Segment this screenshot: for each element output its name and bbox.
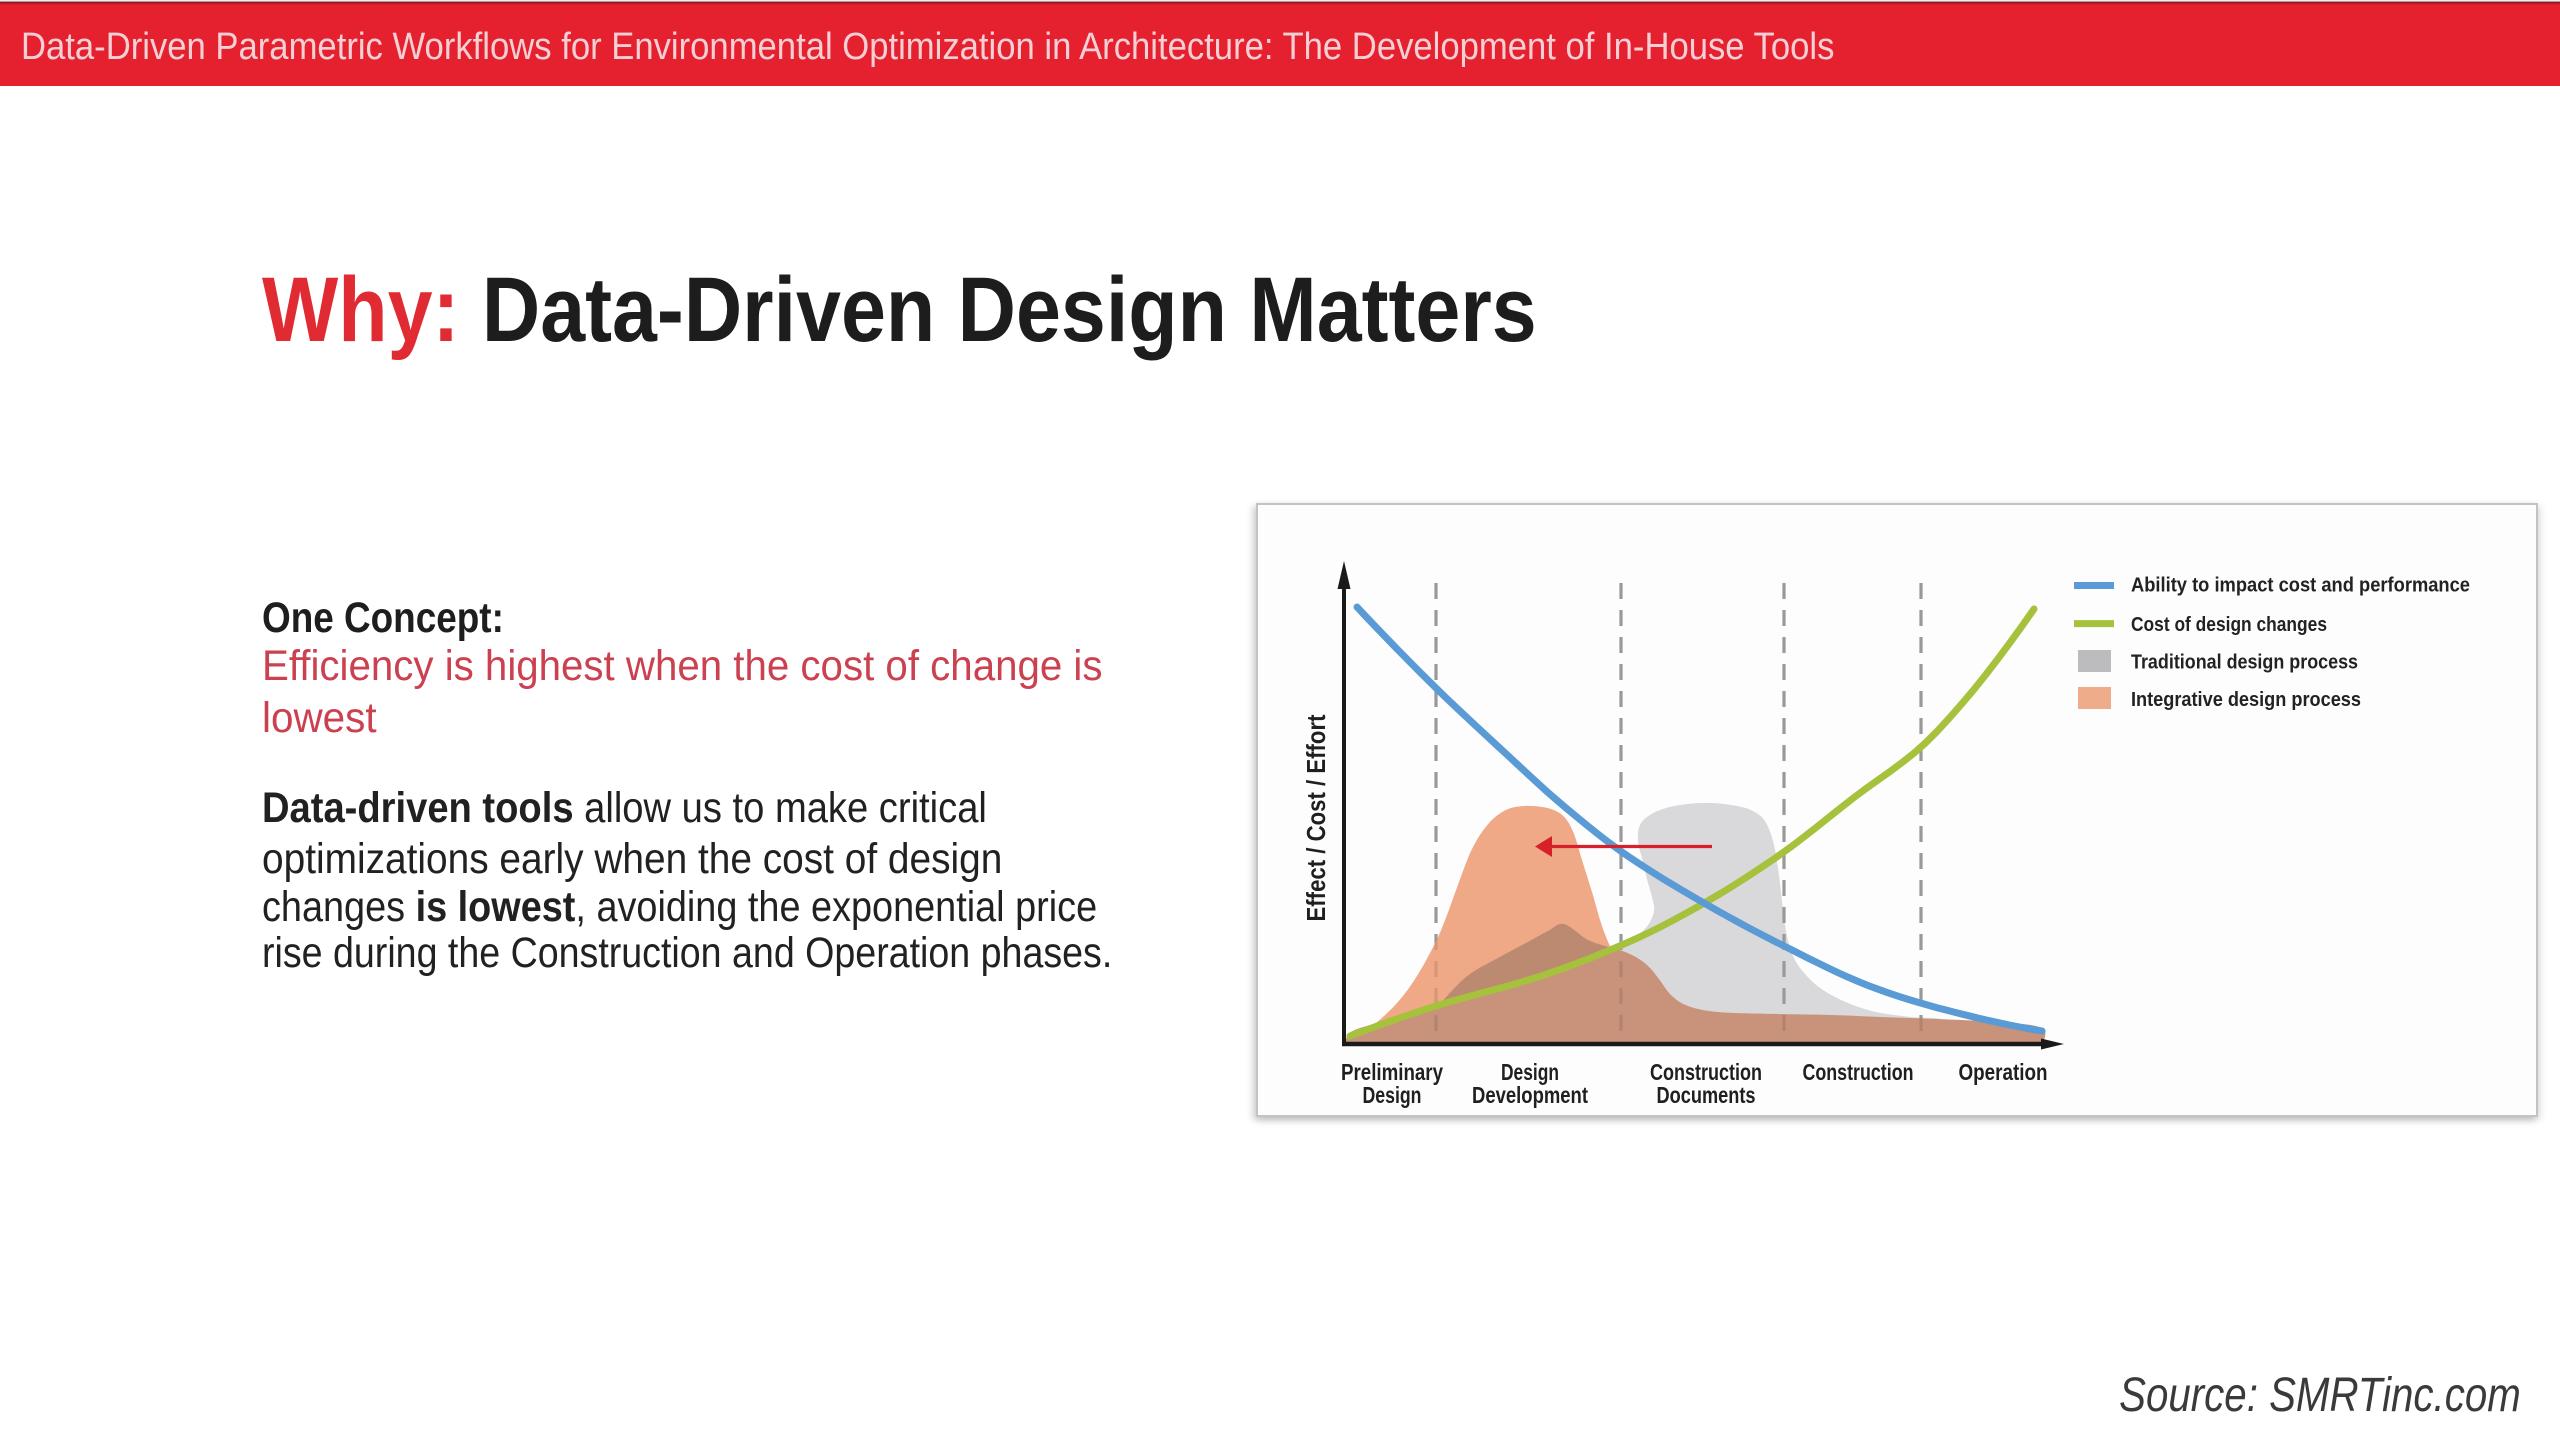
svg-text:Design: Design: [1501, 1059, 1559, 1085]
svg-text:Effect / Cost / Effort: Effect / Cost / Effort: [1301, 714, 1331, 921]
svg-text:Development: Development: [1472, 1082, 1588, 1108]
svg-text:Cost of design changes: Cost of design changes: [2131, 614, 2327, 636]
svg-text:Construction: Construction: [1650, 1059, 1762, 1085]
svg-text:Traditional design process: Traditional design process: [2131, 651, 2358, 673]
svg-text:Design: Design: [1363, 1082, 1422, 1108]
svg-text:Integrative design process: Integrative design process: [2131, 689, 2361, 711]
svg-text:Documents: Documents: [1657, 1082, 1756, 1108]
svg-text:Ability to impact cost and per: Ability to impact cost and performance: [2131, 574, 2470, 596]
svg-text:Construction: Construction: [1803, 1059, 1914, 1085]
svg-text:Operation: Operation: [1959, 1059, 2048, 1085]
svg-text:Preliminary: Preliminary: [1341, 1059, 1443, 1085]
